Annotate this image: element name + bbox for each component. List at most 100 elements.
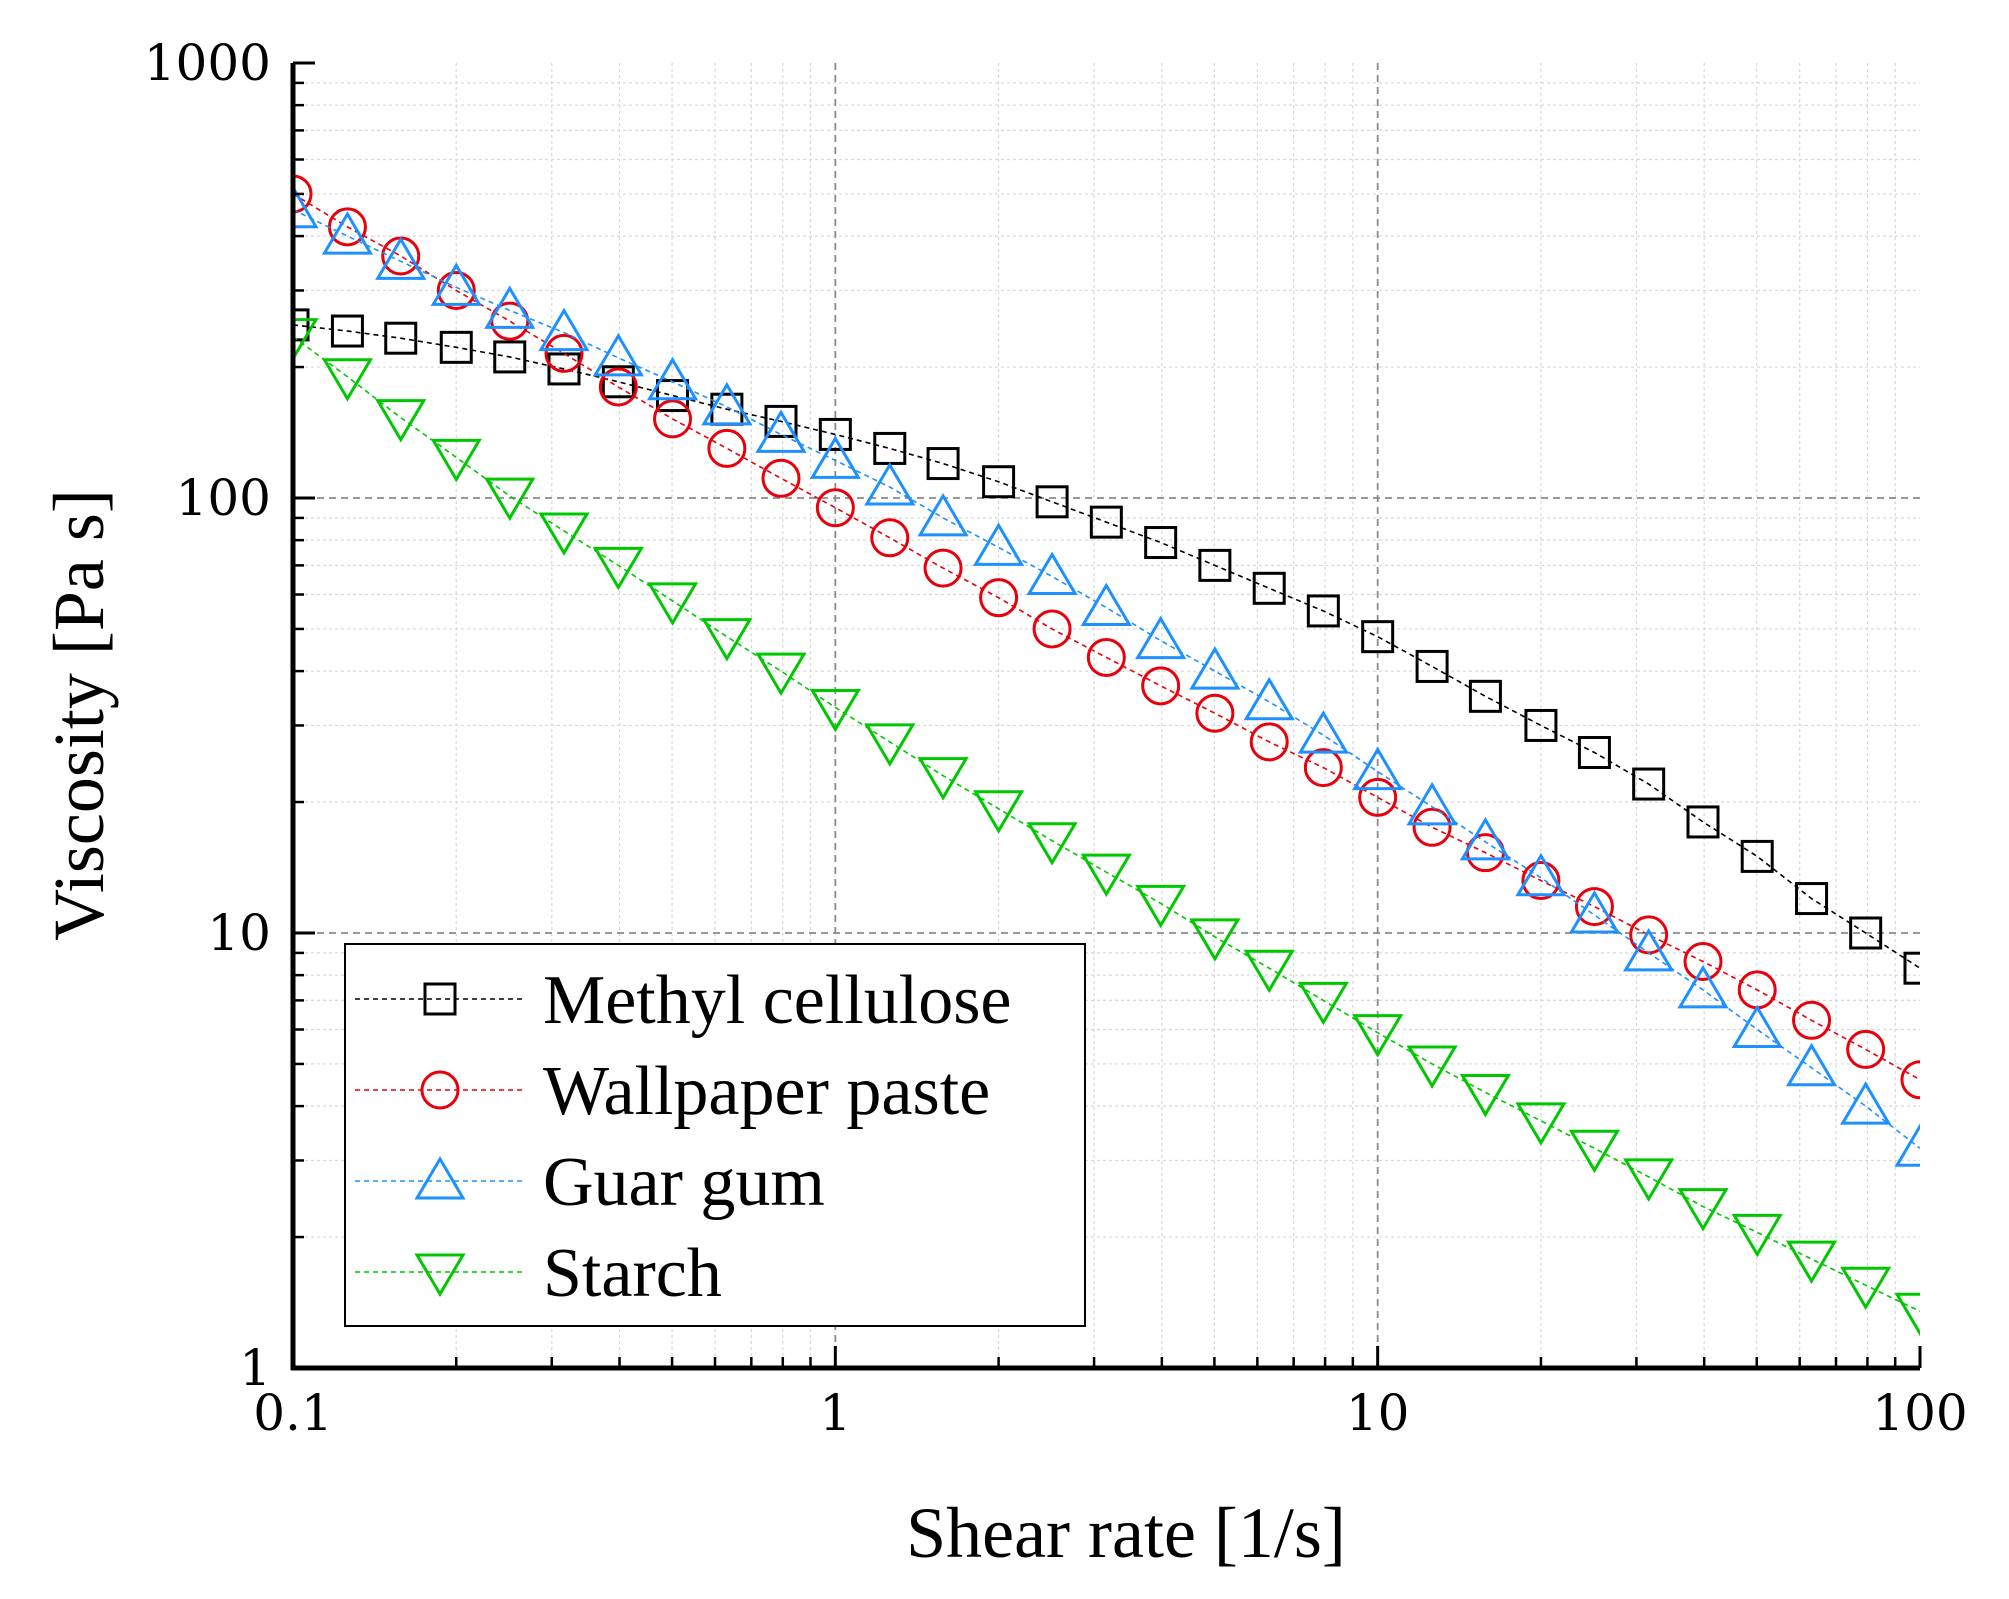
wallpaper-paste-point — [1574, 887, 1614, 927]
methyl-cellulose-point — [493, 340, 527, 374]
starch-point — [430, 438, 482, 483]
y-tick-label: 1 — [239, 1339, 271, 1397]
guar-gum-point — [1677, 964, 1729, 1009]
legend-marker — [423, 982, 457, 1016]
starch-point — [1243, 949, 1295, 994]
starch-point — [1568, 1129, 1621, 1174]
legend-item-methyl-cellulose: Methyl cellulose — [355, 962, 1012, 1039]
methyl-cellulose-point — [384, 321, 418, 355]
y-tick-label: 10 — [207, 904, 271, 962]
starch-point — [321, 358, 374, 402]
starch-point — [1026, 822, 1078, 866]
methyl-cellulose-point — [1740, 839, 1774, 873]
legend-item-wallpaper-paste: Wallpaper paste — [355, 1053, 990, 1130]
wallpaper-paste-point — [1792, 1000, 1832, 1040]
wallpaper-paste-point — [1846, 1029, 1886, 1069]
starch-point — [1080, 853, 1132, 898]
y-tick-label: 1000 — [144, 34, 271, 92]
methyl-cellulose-point — [293, 308, 310, 342]
guar-gum-point — [293, 184, 319, 229]
wallpaper-paste-point — [1412, 807, 1452, 847]
series-guar-gum — [293, 184, 1920, 1167]
guar-gum-point — [646, 356, 699, 401]
starch-point — [646, 582, 699, 626]
guar-gum-point — [1623, 927, 1675, 972]
wallpaper-paste-point — [1683, 941, 1723, 981]
wallpaper-paste-point — [979, 578, 1019, 618]
starch-line — [293, 335, 1920, 1313]
legend-marker — [414, 1253, 466, 1297]
guar-gum-point — [1568, 890, 1621, 934]
wallpaper-paste-point — [1086, 637, 1126, 677]
methyl-cellulose-point — [1903, 951, 1920, 985]
guar-gum-point — [1515, 852, 1567, 897]
methyl-cellulose-point — [1306, 594, 1340, 628]
major-grid — [293, 63, 1920, 1368]
guar-gum-point — [321, 211, 374, 255]
x-axis-title: Shear rate [1/s] — [906, 1493, 1346, 1573]
x-tick-label: 1 — [819, 1384, 851, 1442]
wallpaper-paste-point — [598, 367, 638, 407]
guar-gum-point — [1352, 746, 1404, 791]
methyl-cellulose-point — [330, 314, 364, 348]
methyl-cellulose-point — [1415, 649, 1449, 683]
methyl-cellulose-point — [764, 404, 798, 438]
methyl-cellulose-point — [601, 365, 635, 399]
guar-gum-point — [375, 236, 427, 280]
legend-marker — [420, 1070, 460, 1110]
guar-gum-point — [1189, 646, 1241, 690]
axes — [290, 61, 1922, 1371]
guar-gum-point — [592, 332, 644, 377]
legend-label: Guar gum — [543, 1144, 825, 1221]
starch-point — [592, 546, 644, 591]
legend: Methyl cellulose Wallpaper paste Guar gum S… — [344, 943, 1086, 1327]
wallpaper-paste-point — [1900, 1060, 1920, 1100]
legend-item-guar-gum: Guar gum — [355, 1144, 825, 1221]
wallpaper-paste-point — [1032, 609, 1072, 649]
wallpaper-paste-point — [761, 458, 801, 498]
guar-gum-point — [1026, 551, 1078, 595]
guar-gum-point — [484, 285, 536, 329]
starch-point — [1677, 1188, 1729, 1232]
methyl-cellulose-point — [1035, 485, 1069, 519]
methyl-cellulose-point — [1361, 620, 1395, 654]
wallpaper-paste-point — [1195, 693, 1235, 733]
guar-gum-point — [1894, 1123, 1920, 1167]
wallpaper-paste-point — [1521, 861, 1561, 901]
methyl-cellulose-point — [1795, 882, 1829, 916]
guar-gum-point — [1459, 816, 1512, 861]
x-tick-label: 0.1 — [253, 1384, 333, 1442]
legend-item-starch: Starch — [355, 1235, 722, 1312]
starch-point — [293, 318, 319, 362]
guar-gum-point — [1297, 710, 1349, 754]
starch-point — [917, 757, 969, 801]
wallpaper-paste-point — [1358, 777, 1398, 817]
starch-point — [1623, 1158, 1675, 1202]
wallpaper-paste-point — [1249, 722, 1289, 762]
methyl-cellulose-point — [439, 330, 473, 364]
starch-point — [1515, 1102, 1567, 1146]
legend-box — [344, 943, 1086, 1327]
guar-gum-point — [1785, 1042, 1838, 1087]
starch-point — [972, 790, 1025, 834]
guar-gum-point — [972, 522, 1025, 566]
methyl-cellulose-point — [926, 447, 960, 481]
methyl-cellulose-point — [656, 379, 690, 413]
guar-gum-point — [1243, 676, 1295, 721]
starch-point — [1459, 1073, 1512, 1118]
legend-label: Wallpaper paste — [543, 1053, 990, 1130]
methyl-cellulose-point — [1686, 805, 1720, 839]
guar-gum-point — [1731, 1004, 1783, 1049]
starch-point — [484, 477, 536, 522]
methyl-cellulose-point — [1849, 916, 1883, 950]
x-tick-label: 100 — [1872, 1384, 1967, 1442]
guar-gum-point — [917, 492, 969, 537]
starch-point — [1406, 1045, 1458, 1089]
data-series — [293, 174, 1920, 1337]
methyl-cellulose-point — [982, 465, 1016, 499]
methyl-cellulose-point — [1632, 767, 1666, 801]
starch-point — [864, 723, 916, 767]
starch-point — [701, 618, 753, 662]
